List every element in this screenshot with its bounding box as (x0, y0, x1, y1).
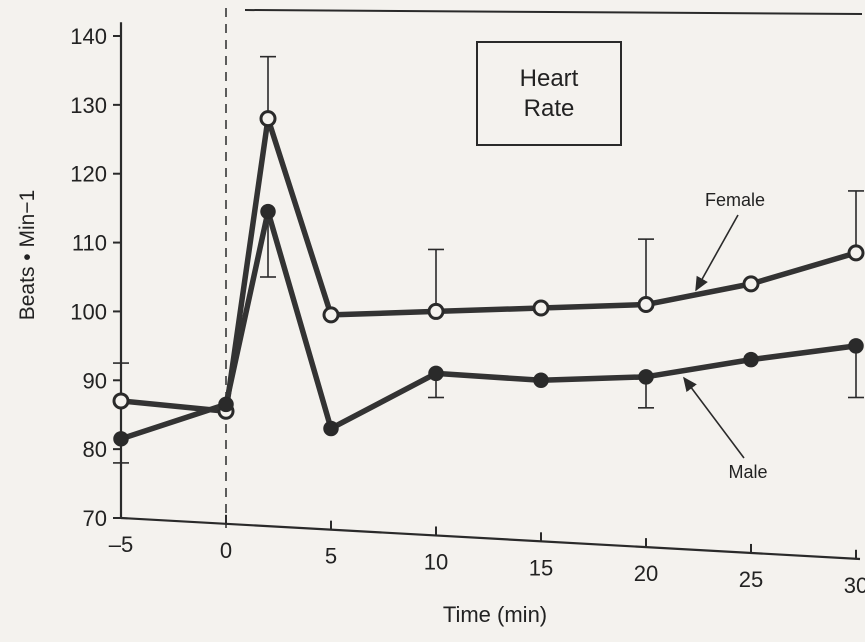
x-tick-label: 0 (220, 538, 232, 563)
data-point-female (532, 299, 550, 317)
data-point-male (113, 431, 129, 447)
data-point-male (323, 420, 339, 437)
data-point-male (638, 369, 654, 385)
data-point-male (260, 203, 276, 220)
annotation-male: Male (728, 462, 767, 482)
x-tick-label: –5 (109, 532, 133, 557)
x-tick-label: 10 (424, 549, 448, 574)
data-point-female (637, 296, 655, 314)
x-tick-label: 15 (529, 555, 553, 580)
y-tick-label: 100 (70, 299, 107, 324)
data-point-female (427, 302, 445, 320)
data-point-male (533, 372, 549, 389)
labels-layer: 70 80 90 100 110 120 130 140 –5 0 5 10 15 20 25 30 Time … (16, 24, 865, 627)
data-point-female (742, 275, 760, 293)
x-tick-label: 5 (325, 544, 337, 569)
x-axis-label: Time (min) (443, 602, 547, 627)
y-tick-label: 80 (83, 437, 107, 462)
series-layer (112, 55, 865, 464)
x-tick-label: 25 (739, 567, 763, 592)
x-tick-label: 20 (634, 561, 658, 586)
annotation-arrow-female (695, 214, 739, 292)
x-axis-line (120, 516, 861, 561)
chart-title-line: Rate (524, 95, 575, 122)
annotation-female: Female (705, 190, 765, 210)
data-point-male (743, 351, 759, 368)
y-tick-label: 90 (83, 368, 107, 393)
y-tick-label: 140 (70, 24, 107, 49)
series-male (113, 203, 864, 464)
x-tick-label: 30 (844, 573, 865, 598)
y-tick-label: 130 (70, 93, 107, 118)
data-point-female (847, 244, 865, 262)
y-tick-label: 110 (72, 231, 107, 256)
data-point-male (428, 365, 444, 382)
top-border-line (244, 9, 863, 15)
title-box (476, 41, 622, 146)
annotation-arrow-male (683, 376, 745, 459)
series-female (112, 55, 865, 420)
y-tick-label: 120 (70, 162, 107, 187)
data-point-female (322, 306, 340, 324)
data-point-female (112, 392, 130, 410)
chart-title-line: Heart (520, 65, 579, 92)
data-point-male (848, 338, 864, 354)
data-point-male (218, 396, 234, 413)
data-point-female (259, 110, 277, 128)
y-tick-label: 70 (83, 506, 107, 531)
y-axis-label: Beats • Min−1 (16, 190, 39, 321)
